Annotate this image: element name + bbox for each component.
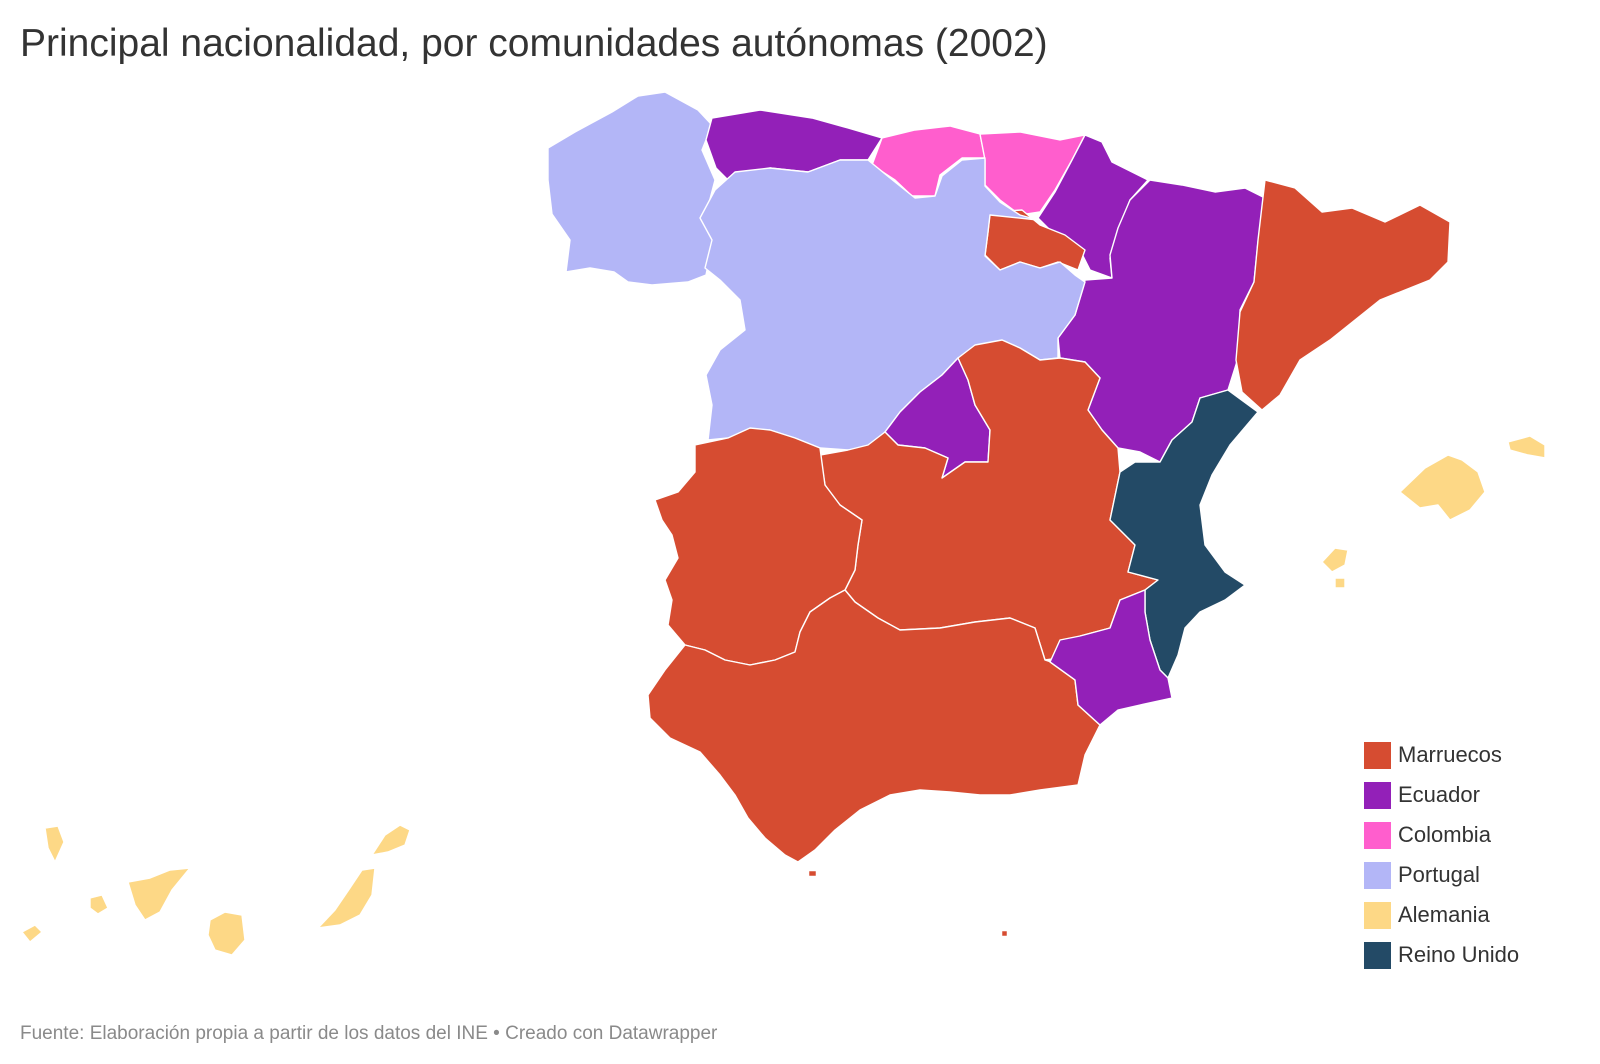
legend-label: Reino Unido	[1398, 942, 1520, 967]
region-canarias[interactable]: Canarias: Alemania	[21, 824, 411, 956]
region-melilla[interactable]: Melilla: Marruecos	[1001, 930, 1008, 937]
legend-swatch	[1364, 941, 1391, 969]
legend-swatch	[1364, 901, 1391, 929]
legend-label: Alemania	[1398, 902, 1490, 927]
legend-label: Colombia	[1398, 822, 1491, 847]
legend-swatch	[1364, 861, 1391, 889]
region-murcia[interactable]: Murcia: Ecuador	[1049, 589, 1173, 726]
region-cantabria[interactable]: Cantabria: Colombia	[871, 125, 986, 197]
legend-item: Marruecos	[1364, 735, 1519, 775]
region-cataluna[interactable]: Cataluña: Marruecos	[1235, 179, 1451, 411]
legend-swatch	[1364, 821, 1391, 849]
region-galicia[interactable]: Galicia: Portugal	[547, 91, 721, 286]
legend-label: Ecuador	[1398, 782, 1480, 807]
legend-item: Ecuador	[1364, 775, 1519, 815]
legend-item: Reino Unido	[1364, 935, 1519, 975]
region-andalucia[interactable]: Andalucía: Marruecos	[647, 589, 1101, 863]
region-islas-baleares[interactable]: Islas Baleares: Alemania	[1321, 435, 1546, 589]
legend-item: Portugal	[1364, 855, 1519, 895]
legend-swatch	[1364, 741, 1391, 769]
legend-item: Alemania	[1364, 895, 1519, 935]
legend-swatch	[1364, 781, 1391, 809]
legend-label: Marruecos	[1398, 742, 1502, 767]
source-footer: Fuente: Elaboración propia a partir de l…	[20, 1023, 718, 1044]
legend: Marruecos Ecuador Colombia Portugal Alem…	[1364, 735, 1519, 975]
chart-title: Principal nacionalidad, por comunidades …	[20, 22, 1048, 65]
legend-item: Colombia	[1364, 815, 1519, 855]
region-ceuta[interactable]: Ceuta: Marruecos	[808, 870, 817, 877]
legend-label: Portugal	[1398, 862, 1480, 887]
